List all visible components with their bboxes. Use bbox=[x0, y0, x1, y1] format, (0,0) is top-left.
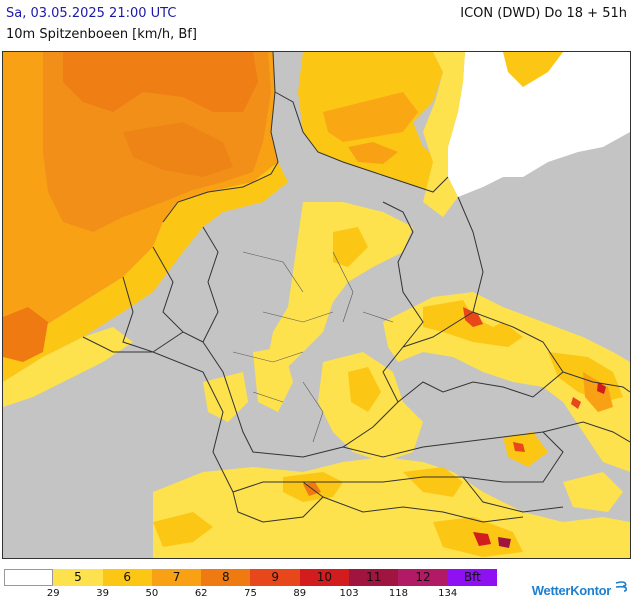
legend-tick-label: 75 bbox=[244, 588, 257, 599]
brand-logo[interactable]: WetterKontor bbox=[531, 583, 612, 598]
border-slovenia bbox=[462, 476, 564, 513]
legend-tick-label: 103 bbox=[339, 588, 359, 599]
legend-tick-label: 89 bbox=[293, 588, 307, 599]
border-poland bbox=[457, 196, 484, 313]
state-borders bbox=[232, 251, 394, 443]
border-czechia bbox=[397, 311, 564, 403]
legend-tick-label: 118 bbox=[388, 588, 408, 599]
parameter-title: 10m Spitzenboeen [km/h, Bf] bbox=[6, 27, 197, 42]
gust-map bbox=[2, 51, 631, 559]
legend-swatch: 11 bbox=[349, 569, 399, 586]
legend-tick-label: 62 bbox=[194, 588, 208, 599]
border-austria bbox=[303, 431, 564, 483]
legend-tick-label: 50 bbox=[145, 588, 159, 599]
valid-time: Sa, 03.05.2025 21:00 UTC bbox=[6, 6, 177, 21]
border-france bbox=[82, 336, 234, 493]
legend-swatch bbox=[4, 569, 54, 586]
model-run: ICON (DWD) Do 18 + 51h bbox=[460, 6, 627, 21]
coastline-north-sea bbox=[162, 52, 279, 223]
border-slovakia bbox=[562, 371, 630, 393]
legend-swatch: 7 bbox=[151, 569, 202, 586]
legend-tick-label: 29 bbox=[46, 588, 60, 599]
color-legend: 5 6 7 8 9 10 11 12 Bft bbox=[4, 569, 497, 586]
legend-tick-label: 134 bbox=[438, 588, 458, 599]
legend-ticks: 29 39 50 62 75 89 103 118 134 bbox=[4, 588, 504, 600]
eastern-ridge-gusts bbox=[383, 292, 630, 472]
legend-swatch: 12 bbox=[398, 569, 448, 586]
no-data-area bbox=[448, 52, 630, 197]
map-canvas bbox=[3, 52, 630, 558]
legend-swatch: 6 bbox=[102, 569, 152, 586]
border-hungary bbox=[542, 421, 630, 443]
border-switzerland bbox=[232, 481, 324, 523]
legend-swatch: Bft bbox=[447, 569, 497, 586]
inland-gust-band bbox=[268, 202, 413, 372]
coastline-denmark bbox=[274, 91, 449, 193]
legend-tick-label: 39 bbox=[96, 588, 109, 599]
legend-swatch: 9 bbox=[250, 569, 300, 586]
border-benelux bbox=[122, 246, 204, 353]
wind-icon bbox=[615, 581, 628, 592]
legend-swatch: 8 bbox=[201, 569, 251, 586]
legend-swatch: 10 bbox=[299, 569, 350, 586]
legend-swatch: 5 bbox=[53, 569, 103, 586]
border-italy bbox=[322, 496, 524, 523]
